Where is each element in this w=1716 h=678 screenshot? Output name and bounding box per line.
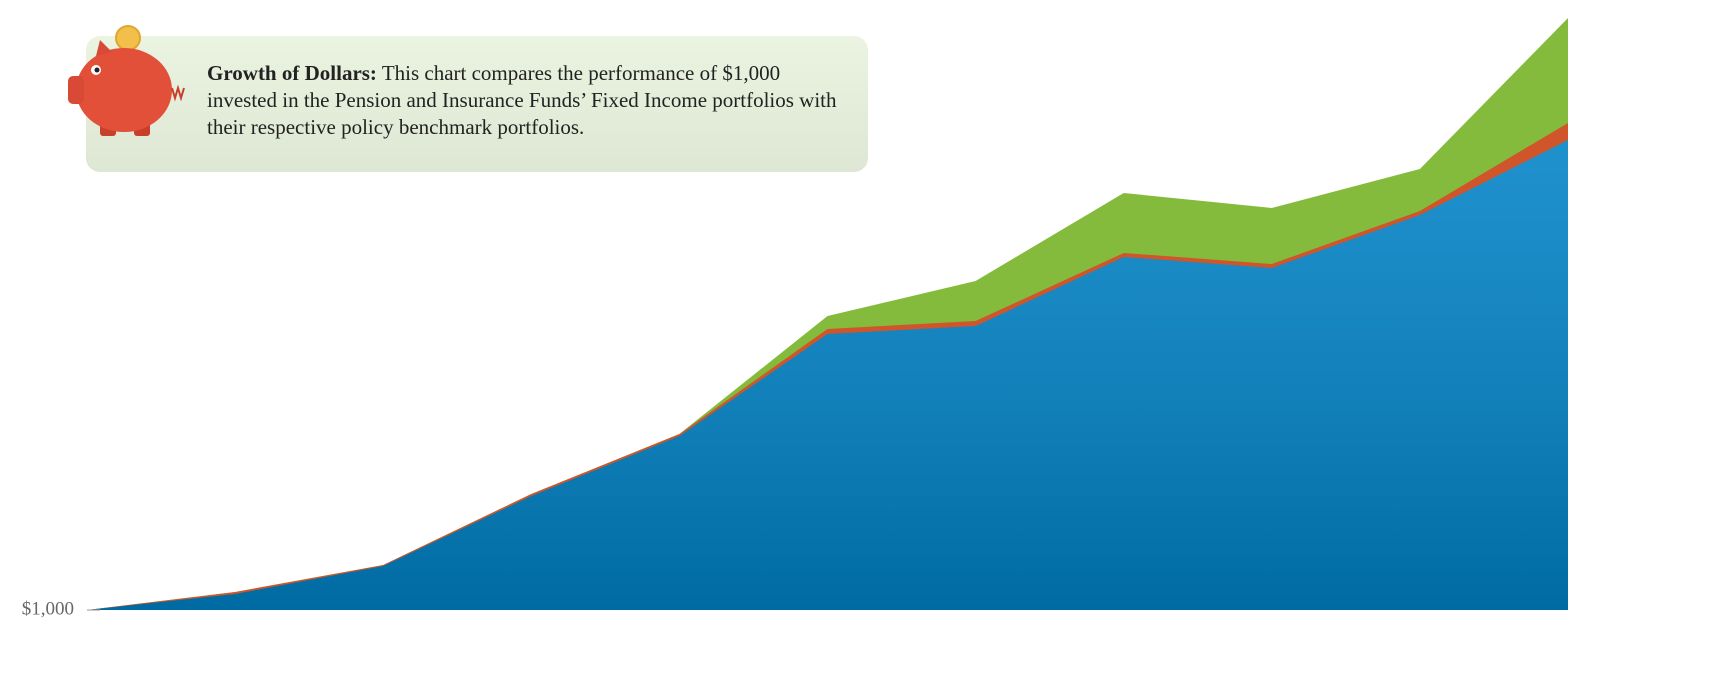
plot [87, 18, 1568, 610]
note-box [86, 36, 868, 172]
piggy-icon [68, 25, 185, 136]
y-tick-label: $1,000 [22, 598, 74, 619]
area-shade [87, 140, 1568, 610]
note-title: Growth of Dollars: [207, 61, 377, 85]
note-text: Growth of Dollars: This chart compares t… [207, 60, 847, 141]
note-body: This chart compares the performance of $… [207, 61, 837, 139]
